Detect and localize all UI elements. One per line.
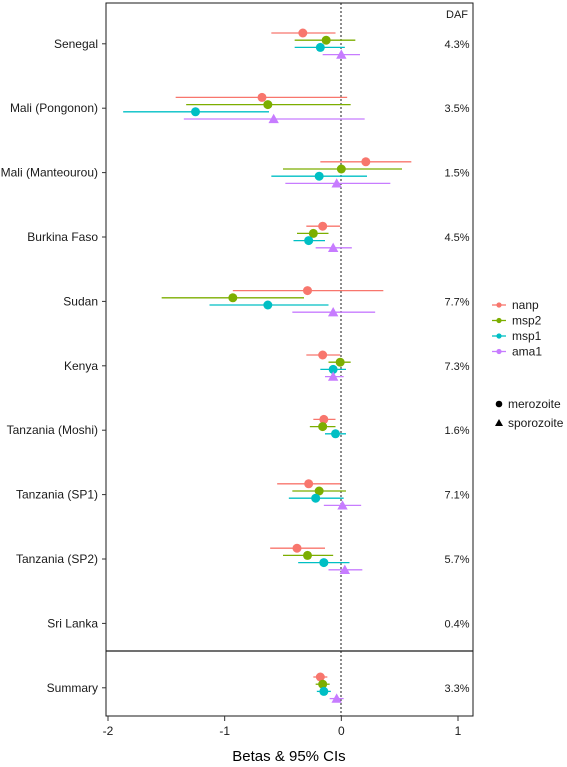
x-tick-label: 0 (338, 724, 345, 738)
ama1-triangle-point (336, 49, 347, 59)
group-label: Kenya (64, 359, 98, 373)
ama1-triangle-point (327, 371, 339, 381)
daf-header: DAF (446, 9, 468, 21)
group-label: Senegal (54, 37, 98, 51)
x-tick-label: -2 (103, 724, 114, 738)
msp2-circle-point (263, 100, 273, 110)
daf-value: 7.1% (444, 490, 469, 502)
msp1-circle-point (328, 364, 338, 374)
legend-entry-merozoite: merozoite (508, 397, 561, 411)
daf-value: 4.3% (444, 39, 469, 51)
legend-swatch-dot (496, 302, 502, 308)
daf-value: 5.7% (444, 554, 469, 566)
nanp-circle-point (361, 157, 371, 167)
group-label: Summary (47, 681, 98, 695)
msp2-circle-point (335, 357, 345, 367)
x-axis-title: Betas & 95% CIs (232, 748, 345, 765)
legend-swatch-dot (496, 348, 502, 355)
x-tick-label: -1 (219, 724, 230, 738)
nanp-circle-point (257, 92, 267, 102)
group-label: Burkina Faso (27, 230, 98, 244)
data-marks (123, 28, 412, 703)
group-label: Tanzania (SP2) (16, 552, 98, 566)
msp1-circle-point (304, 236, 314, 246)
nanp-circle-point (298, 28, 308, 38)
group-label: Sudan (63, 294, 98, 308)
daf-value: 3.3% (444, 683, 469, 695)
ama1-triangle-point (331, 178, 342, 188)
ama1-triangle-point (337, 500, 348, 510)
group-label: Tanzania (Moshi) (7, 423, 98, 437)
legend-triangle-icon (495, 419, 503, 426)
msp2-circle-point (318, 679, 328, 689)
msp1-circle-point (311, 493, 321, 503)
legend-entry-msp1: msp1 (512, 329, 542, 343)
nanp-circle-point (304, 479, 314, 489)
msp2-circle-point (314, 486, 324, 496)
msp2-circle-point (228, 293, 238, 303)
msp2-circle-point (318, 422, 328, 432)
legend-swatch-dot (496, 317, 502, 324)
msp2-circle-point (308, 228, 318, 238)
daf-value: 3.5% (444, 103, 469, 115)
nanp-circle-point (319, 414, 329, 424)
daf-value: 1.6% (444, 425, 469, 437)
msp1-circle-point (319, 686, 329, 696)
group-label: Mali (Manteourou) (1, 166, 98, 180)
legend-circle-icon (495, 400, 503, 408)
msp1-circle-point (263, 300, 273, 310)
msp2-circle-point (321, 35, 331, 45)
daf-value: 7.3% (444, 361, 469, 373)
legend-entry-ama1: ama1 (512, 345, 542, 359)
msp1-circle-point (314, 171, 324, 181)
nanp-circle-point (292, 543, 302, 553)
daf-value: 0.4% (444, 618, 469, 630)
msp1-circle-point (191, 107, 200, 117)
ama1-triangle-point (331, 693, 342, 703)
group-label: Mali (Pongonon) (10, 101, 98, 115)
msp2-circle-point (336, 164, 346, 174)
nanp-circle-point (303, 286, 312, 296)
x-tick-label: 1 (455, 724, 462, 738)
legend-entry-msp2: msp2 (512, 314, 542, 328)
daf-value: 4.5% (444, 232, 469, 244)
ama1-triangle-point (268, 113, 279, 124)
legend-swatch-dot (496, 333, 502, 339)
msp2-circle-point (303, 550, 312, 560)
group-labels: Senegal Mali (Pongonon) Mali (Manteourou) B… (1, 37, 106, 695)
legend-entry-nanp: nanp (512, 298, 539, 312)
ama1-triangle-point (327, 242, 339, 252)
nanp-circle-point (318, 221, 328, 231)
ama1-triangle-point (339, 564, 351, 574)
msp1-circle-point (331, 429, 340, 439)
daf-value: 1.5% (444, 168, 469, 180)
nanp-circle-point (315, 672, 325, 682)
ama1-triangle-point (327, 307, 339, 317)
daf-value: 7.7% (444, 296, 469, 308)
x-axis: -2 -1 0 1 (103, 716, 462, 738)
group-label: Tanzania (SP1) (16, 488, 98, 502)
msp1-circle-point (319, 558, 329, 568)
plot-panel (105, 2, 474, 717)
msp1-circle-point (315, 42, 325, 52)
nanp-circle-point (318, 350, 328, 360)
group-label: Sri Lanka (47, 616, 98, 630)
legend-entry-sporozoite: sporozoite (508, 416, 564, 430)
daf-labels: 4.3% 3.5% 1.5% 4.5% 7.7% 7.3% 1.6% 7.1% 5.7% 0.4%… (444, 39, 469, 695)
